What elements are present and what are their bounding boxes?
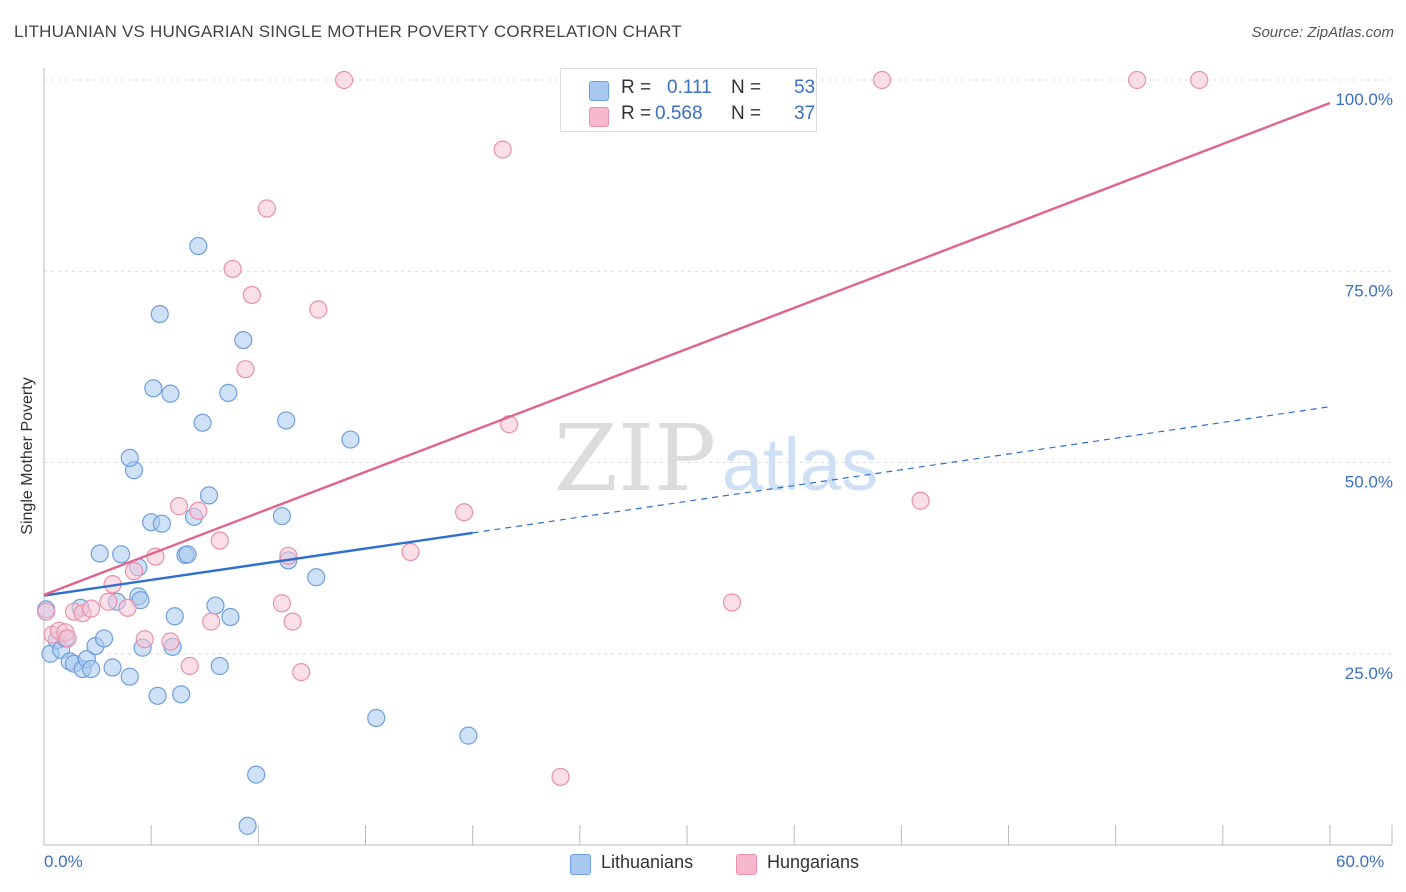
point-hungarians <box>99 592 118 611</box>
point-lithuanians <box>150 304 169 324</box>
point-lithuanians <box>112 545 131 564</box>
trend-lines <box>43 101 1331 597</box>
point-hungarians <box>202 612 221 631</box>
point-hungarians <box>118 598 137 617</box>
y-tick-label: 100.0% <box>1335 90 1393 109</box>
point-lithuanians <box>272 506 292 526</box>
point-hungarians <box>242 285 262 305</box>
point-hungarians <box>1127 70 1147 90</box>
point-lithuanians <box>152 514 171 533</box>
trendline-hungarians <box>43 101 1331 596</box>
legend-r-value: 0.568 <box>655 103 703 124</box>
point-lithuanians <box>193 413 212 432</box>
point-hungarians <box>161 632 180 651</box>
point-hungarians <box>911 491 930 510</box>
legend-swatch-lithuanians <box>570 854 591 875</box>
y-tick-labels: 25.0% 50.0% 75.0% 100.0% <box>1335 90 1393 683</box>
point-hungarians <box>493 140 512 159</box>
point-hungarians <box>272 594 292 613</box>
point-lithuanians <box>103 658 122 677</box>
point-lithuanians <box>210 656 229 676</box>
point-lithuanians <box>199 486 219 505</box>
point-lithuanians <box>90 544 109 563</box>
point-lithuanians <box>178 545 197 564</box>
point-hungarians <box>37 602 56 621</box>
point-hungarians <box>309 300 328 319</box>
point-lithuanians <box>172 685 191 704</box>
point-hungarians <box>872 70 892 90</box>
axes <box>43 68 1393 846</box>
y-tick-label: 25.0% <box>1345 664 1393 683</box>
point-hungarians <box>135 630 154 649</box>
point-lithuanians <box>165 607 184 626</box>
watermark-zip: ZIP <box>554 405 716 512</box>
legend-r-label: R = <box>621 103 652 124</box>
point-lithuanians <box>206 596 225 615</box>
trendline-lithuanians <box>43 531 473 597</box>
point-lithuanians <box>219 383 238 402</box>
legend-n-value: 37 <box>794 103 816 124</box>
point-lithuanians <box>161 384 180 403</box>
chart-title: LITHUANIAN VS HUNGARIAN SINGLE MOTHER PO… <box>14 22 682 41</box>
x-tick-label-min: 0.0% <box>44 852 83 871</box>
chart-source: Source: ZipAtlas.com <box>1251 24 1394 41</box>
legend-label-hungarians: Hungarians <box>767 852 860 872</box>
point-hungarians <box>292 663 311 682</box>
watermark: ZIP atlas <box>554 405 878 512</box>
point-hungarians <box>401 542 420 562</box>
legend-swatch-hungarians <box>736 854 757 875</box>
point-hungarians <box>180 656 199 676</box>
point-hungarians <box>82 599 101 618</box>
point-lithuanians <box>94 629 114 648</box>
point-lithuanians <box>234 331 253 350</box>
point-lithuanians <box>238 816 257 835</box>
legend-r-label: R = <box>621 77 652 98</box>
point-hungarians <box>210 531 229 550</box>
point-hungarians <box>722 593 742 612</box>
legend-n-label: N = <box>731 77 762 98</box>
legend-swatch-hungarians <box>589 107 609 127</box>
point-lithuanians <box>120 667 139 686</box>
point-lithuanians <box>341 430 360 449</box>
point-lithuanians <box>189 236 208 256</box>
watermark-atlas: atlas <box>722 423 878 506</box>
point-lithuanians <box>247 765 266 784</box>
legend-n-label: N = <box>731 103 762 124</box>
point-lithuanians <box>459 726 478 745</box>
point-lithuanians <box>367 708 386 728</box>
x-tick-label-max: 60.0% <box>1336 852 1385 871</box>
point-lithuanians <box>221 607 240 627</box>
series-legend: Lithuanians Hungarians <box>0 852 1406 878</box>
data-points <box>37 70 1209 835</box>
correlation-legend: R = 0.111 N = 53 R = 0.568 N = 37 <box>560 68 817 132</box>
point-hungarians <box>1190 70 1209 90</box>
point-hungarians <box>58 629 77 648</box>
point-lithuanians <box>120 448 139 468</box>
point-hungarians <box>283 612 302 631</box>
legend-swatch-lithuanians <box>589 81 609 101</box>
point-hungarians <box>223 259 242 279</box>
y-tick-label: 75.0% <box>1345 281 1393 300</box>
trendline-extension-lithuanians <box>472 406 1331 534</box>
point-lithuanians <box>144 379 163 398</box>
point-hungarians <box>454 503 474 522</box>
point-lithuanians <box>82 659 101 679</box>
legend-n-value: 53 <box>794 77 816 98</box>
point-hungarians <box>334 70 354 90</box>
point-hungarians <box>551 767 570 787</box>
point-hungarians <box>236 360 255 379</box>
point-hungarians <box>124 562 144 581</box>
point-lithuanians <box>148 686 167 705</box>
point-hungarians <box>189 501 208 520</box>
point-hungarians <box>169 497 189 516</box>
point-lithuanians <box>307 568 326 587</box>
point-hungarians <box>257 199 277 218</box>
legend-label-lithuanians: Lithuanians <box>601 852 694 872</box>
y-tick-label: 50.0% <box>1345 473 1393 492</box>
point-lithuanians <box>277 411 296 430</box>
legend-r-value: 0.111 <box>667 77 712 98</box>
